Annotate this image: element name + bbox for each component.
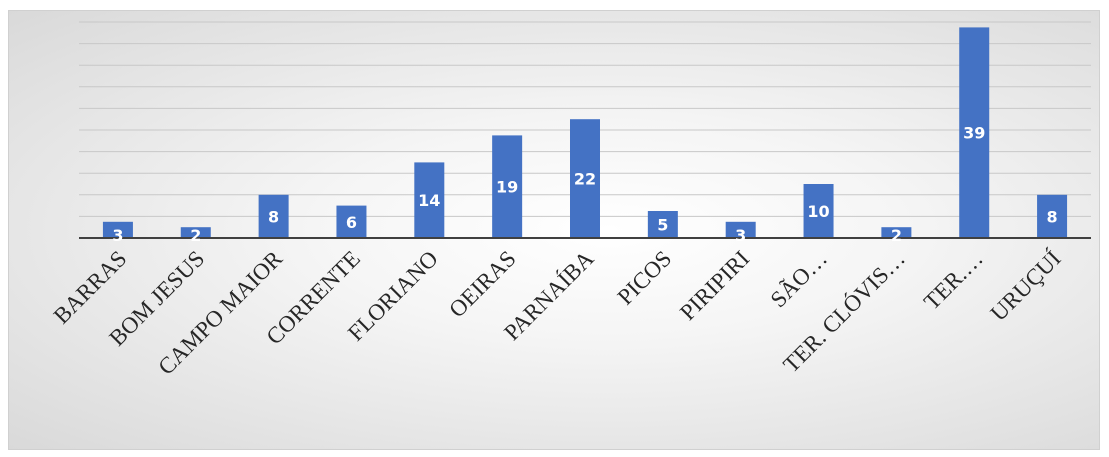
- data-label: 3: [735, 226, 746, 245]
- bars: [102, 27, 1068, 239]
- data-label: 5: [657, 216, 668, 235]
- category-label: PICOS: [613, 246, 677, 310]
- bar: [1037, 194, 1068, 238]
- bar: [803, 184, 834, 238]
- data-label: 3: [112, 226, 123, 245]
- bar: [959, 27, 990, 239]
- data-label: 22: [574, 170, 596, 189]
- data-label: 19: [496, 178, 518, 197]
- category-label: URUÇUÍ: [986, 246, 1066, 326]
- data-label: 8: [268, 207, 279, 226]
- data-labels: 3 2 8 6 14 19 22 5 3 10 2 39 8: [112, 124, 1057, 245]
- bar: [725, 221, 756, 238]
- bar: [492, 135, 523, 238]
- data-label: 6: [346, 213, 357, 232]
- category-label: OEIRAS: [444, 246, 520, 322]
- data-label: 10: [807, 202, 829, 221]
- bar: [258, 194, 289, 238]
- chart-area: 3 2 8 6 14 19 22 5 3 10 2 39 8 BARRAS BOM JESUS CAMPO …: [8, 10, 1100, 450]
- bar: [647, 211, 678, 238]
- bar: [881, 227, 912, 238]
- data-label: 14: [418, 191, 440, 210]
- bar: [180, 227, 211, 238]
- bar: [336, 205, 367, 238]
- data-label: 8: [1047, 207, 1058, 226]
- category-label: SÃO…: [766, 246, 832, 312]
- category-label: PIRIPIRI: [675, 246, 754, 325]
- bar: [102, 221, 133, 238]
- category-label: BARRAS: [49, 246, 132, 329]
- data-label: 2: [190, 226, 201, 245]
- bar: [570, 119, 600, 238]
- data-label: 39: [963, 124, 985, 143]
- category-label: TER.…: [919, 246, 988, 315]
- bar: [414, 162, 445, 238]
- data-label: 2: [891, 226, 902, 245]
